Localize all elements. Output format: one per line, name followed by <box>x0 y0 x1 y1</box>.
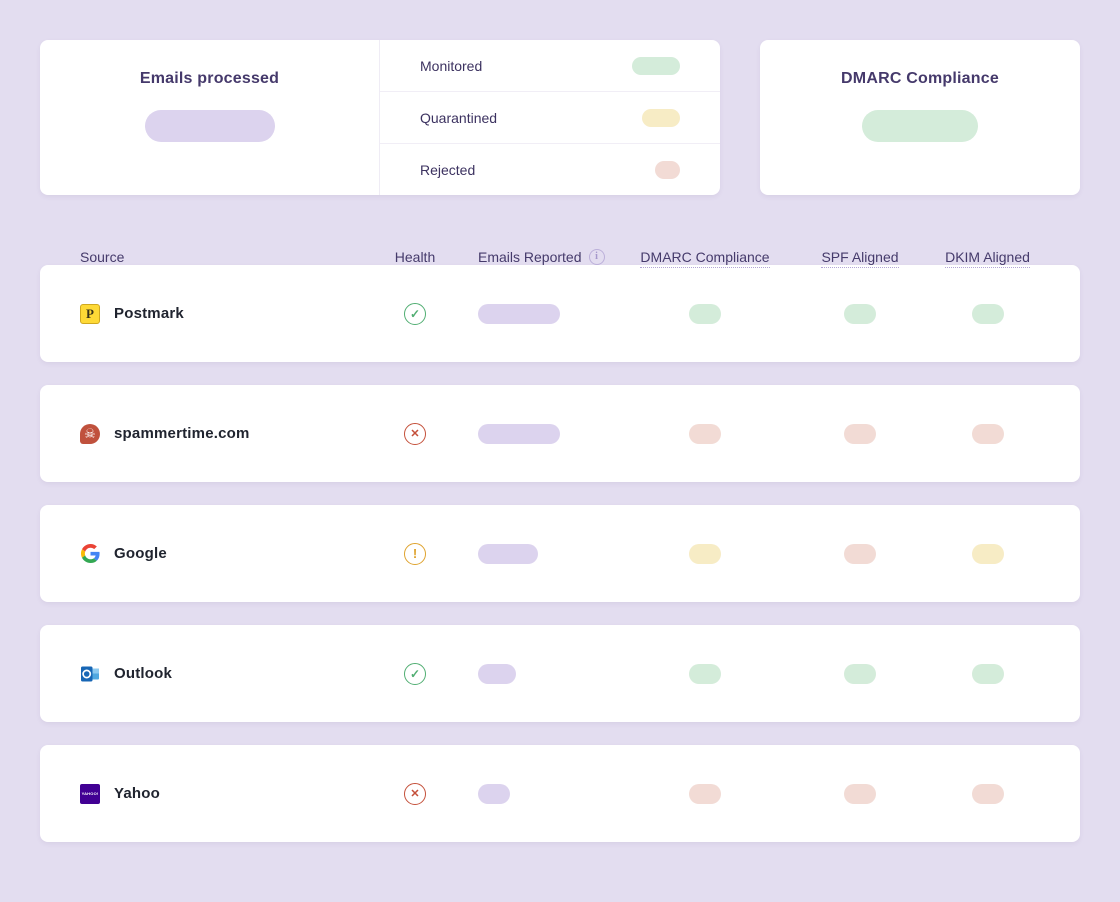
sources-table-header: Source Health Emails Reported i DMARC Co… <box>40 248 1080 268</box>
source-row-spammertime[interactable]: ☠ spammertime.com <box>40 385 1080 482</box>
column-header-emails-reported: Emails Reported i <box>460 248 615 265</box>
spf-status-pill <box>844 543 876 564</box>
dmarc-status-pill <box>689 303 721 324</box>
emails-processed-card: Emails processed Monitored Quarantined R… <box>40 40 720 195</box>
dmarc-header-label: DMARC Compliance <box>640 248 770 268</box>
column-header-dmarc-compliance[interactable]: DMARC Compliance <box>640 248 770 268</box>
health-fail-icon <box>404 782 426 805</box>
source-row-postmark[interactable]: P Postmark <box>40 265 1080 362</box>
spf-status-pill <box>844 423 876 444</box>
emails-reported-skeleton <box>478 783 510 804</box>
emails-reported-skeleton <box>478 663 516 684</box>
health-fail-icon <box>404 422 426 445</box>
breakdown-value-skeleton <box>632 56 680 75</box>
breakdown-row-rejected: Rejected <box>380 143 720 195</box>
source-row-google[interactable]: Google <box>40 505 1080 602</box>
column-header-health: Health <box>394 248 436 265</box>
column-header-dkim-aligned[interactable]: DKIM Aligned <box>945 248 1060 268</box>
dkim-status-pill <box>971 423 1004 444</box>
dmarc-status-pill <box>689 543 721 564</box>
emails-reported-skeleton <box>478 303 560 324</box>
spf-status-pill <box>844 663 876 684</box>
column-header-spf-aligned[interactable]: SPF Aligned <box>821 248 899 268</box>
email-breakdown-list: Monitored Quarantined Rejected <box>380 40 720 195</box>
google-logo-icon <box>80 544 100 564</box>
health-warning-icon <box>404 542 426 565</box>
breakdown-value-skeleton <box>642 108 680 127</box>
source-name: Postmark <box>114 305 184 322</box>
dmarc-status-pill <box>689 783 721 804</box>
source-name: Yahoo <box>114 785 161 802</box>
spammer-skull-icon: ☠ <box>80 423 100 444</box>
source-row-outlook[interactable]: Outlook <box>40 625 1080 722</box>
source-name: spammertime.com <box>114 425 250 442</box>
spf-status-pill <box>844 783 876 804</box>
dmarc-compliance-value-skeleton <box>862 110 978 142</box>
dmarc-status-pill <box>689 423 721 444</box>
postmark-logo-icon: P <box>80 303 100 324</box>
info-icon[interactable]: i <box>588 248 605 265</box>
yahoo-logo-icon: YAHOO! <box>80 783 100 804</box>
health-pass-icon <box>404 662 426 685</box>
column-header-source: Source <box>80 248 125 265</box>
spf-header-label: SPF Aligned <box>821 248 899 268</box>
emails-processed-value-skeleton <box>144 110 275 142</box>
breakdown-row-monitored: Monitored <box>380 40 720 91</box>
breakdown-label: Rejected <box>420 161 476 178</box>
emails-reported-skeleton <box>478 423 560 444</box>
dmarc-compliance-card: DMARC Compliance <box>760 40 1080 195</box>
breakdown-value-skeleton <box>655 160 680 179</box>
outlook-logo-icon <box>80 664 100 684</box>
breakdown-label: Monitored <box>420 57 483 74</box>
emails-processed-title: Emails processed <box>139 70 280 87</box>
dkim-status-pill <box>971 303 1004 324</box>
source-name: Google <box>114 545 167 562</box>
breakdown-row-quarantined: Quarantined <box>380 91 720 143</box>
dmarc-status-pill <box>689 663 721 684</box>
dmarc-compliance-title: DMARC Compliance <box>841 70 999 87</box>
source-row-yahoo[interactable]: YAHOO! Yahoo <box>40 745 1080 842</box>
emails-reported-skeleton <box>478 543 538 564</box>
health-pass-icon <box>404 302 426 325</box>
summary-section: Emails processed Monitored Quarantined R… <box>40 40 1080 195</box>
source-name: Outlook <box>114 665 173 682</box>
dkim-status-pill <box>971 543 1004 564</box>
emails-reported-label: Emails Reported <box>478 248 582 265</box>
breakdown-label: Quarantined <box>420 109 498 126</box>
emails-processed-panel: Emails processed <box>40 40 380 195</box>
dkim-status-pill <box>971 783 1004 804</box>
dkim-status-pill <box>971 663 1004 684</box>
dkim-header-label: DKIM Aligned <box>945 248 1030 268</box>
spf-status-pill <box>844 303 876 324</box>
